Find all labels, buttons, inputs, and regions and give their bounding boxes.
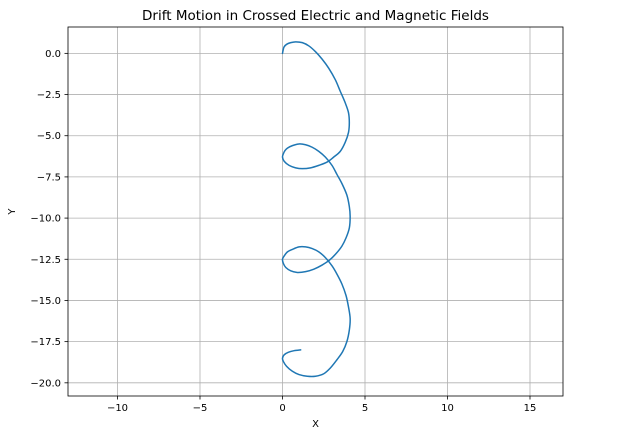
x-tick-label: 5	[362, 403, 368, 414]
x-axis-ticks: −10 −5 0 5 10 15	[107, 396, 536, 414]
grid-lines	[68, 27, 563, 396]
x-tick-label: −10	[107, 403, 128, 414]
x-axis-label: X	[312, 419, 319, 430]
y-tick-label: −7.5	[37, 172, 61, 183]
x-tick-label: 10	[441, 403, 454, 414]
x-tick-label: −5	[193, 403, 208, 414]
chart-title: Drift Motion in Crossed Electric and Mag…	[142, 8, 489, 24]
drift-trajectory-line	[281, 41, 351, 378]
y-tick-label: −10.0	[30, 214, 61, 225]
y-axis-ticks: 0.0 −2.5 −5.0 −7.5 −10.0 −12.5 −15.0 −17.5 −20.0	[30, 49, 68, 389]
y-tick-label: 0.0	[45, 49, 61, 60]
y-axis-label: Y	[7, 208, 18, 216]
y-tick-label: −12.5	[30, 255, 61, 266]
series-layer	[281, 41, 351, 378]
x-tick-label: 15	[524, 403, 537, 414]
plot-frame	[67, 26, 564, 397]
x-tick-label: 0	[279, 403, 285, 414]
y-tick-label: −17.5	[30, 337, 61, 348]
y-tick-label: −15.0	[30, 296, 61, 307]
y-tick-label: −5.0	[37, 131, 61, 142]
y-tick-label: −20.0	[30, 378, 61, 389]
y-tick-label: −2.5	[37, 90, 61, 101]
